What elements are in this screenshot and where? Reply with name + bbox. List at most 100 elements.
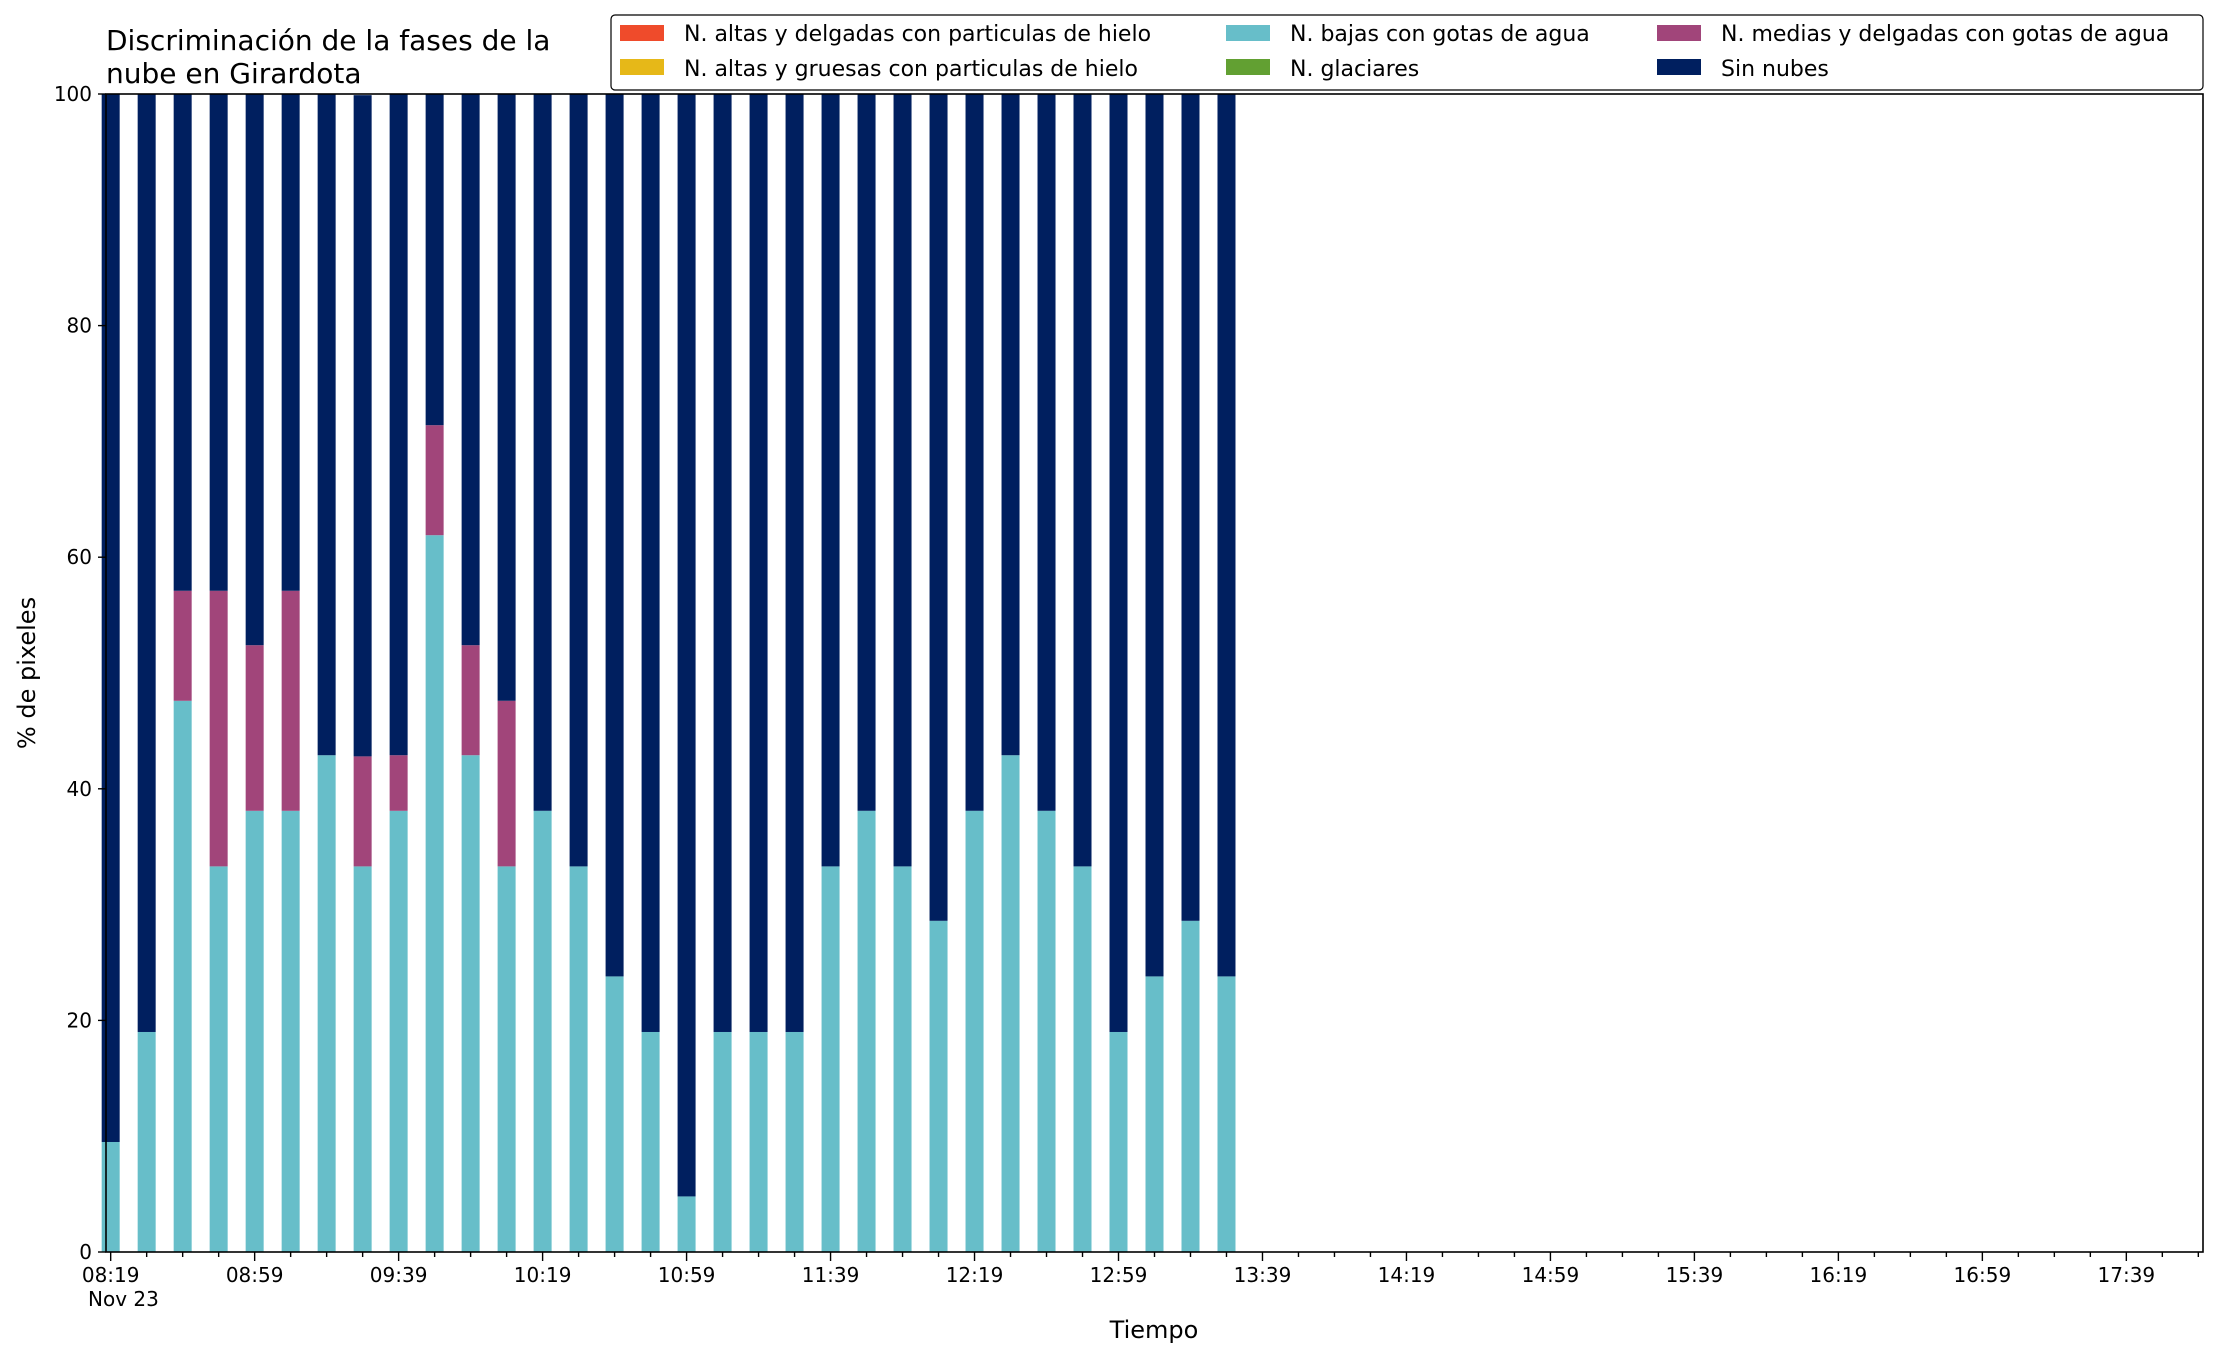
bar-segment-5-1019 <box>533 94 552 811</box>
x-tick-label-1459: 14:59 <box>1522 1263 1580 1287</box>
bar-segment-5-1329 <box>1217 94 1236 977</box>
bar-segment-2-1219 <box>965 810 984 1252</box>
bar-segment-2-0919 <box>317 755 336 1252</box>
bar-segment-2-1049 <box>641 1031 660 1252</box>
bar-segment-4-0939 <box>389 755 408 811</box>
bar-segment-4-1009 <box>497 700 516 867</box>
chart-title-line-1: Discriminación de la fases de la <box>106 24 550 57</box>
bar-segment-2-1019 <box>533 810 552 1252</box>
bar-segment-5-0959 <box>461 94 480 646</box>
bar-segment-5-1129 <box>785 94 804 1032</box>
y-tick-label-20: 20 <box>67 1008 92 1032</box>
bar-segment-4-0859 <box>245 645 264 811</box>
bar-segment-5-1119 <box>749 94 768 1032</box>
legend-label-alt-gruesas: N. altas y gruesas con particulas de hie… <box>684 57 1138 82</box>
x-tick-label-1659: 16:59 <box>1954 1263 2012 1287</box>
bar-segment-2-1259 <box>1109 1031 1128 1252</box>
bar-segment-4-0929 <box>353 756 372 867</box>
legend: N. altas y delgadas con particulas de hi… <box>610 14 2204 91</box>
bar-segment-5-0939 <box>389 94 408 756</box>
bar-segment-5-1309 <box>1145 94 1164 977</box>
bar-segment-5-1149 <box>857 94 876 811</box>
bar-segment-5-0919 <box>317 94 336 756</box>
y-axis-label: % de pixeles <box>13 597 41 749</box>
x-tick-label-1419: 14:19 <box>1378 1263 1436 1287</box>
x-tick-label-1259: 12:59 <box>1090 1263 1148 1287</box>
plot-frame <box>105 93 2204 1253</box>
legend-label-alt-delgadas: N. altas y delgadas con particulas de hi… <box>684 22 1151 47</box>
x-tick-label-1619: 16:19 <box>1810 1263 1868 1287</box>
bar-segment-4-0959 <box>461 645 480 756</box>
y-tick-label-80: 80 <box>67 314 92 338</box>
y-tick-label-0: 0 <box>79 1240 92 1264</box>
x-tick-label-1059: 10:59 <box>658 1263 716 1287</box>
x-tick-label-0939: 09:39 <box>370 1263 428 1287</box>
bar-segment-5-1209 <box>929 94 948 921</box>
x-tick-label-0859: 08:59 <box>226 1263 284 1287</box>
bar-segment-5-0849 <box>209 94 228 591</box>
bar-segment-2-1109 <box>713 1031 732 1252</box>
bar-segment-2-1119 <box>749 1031 768 1252</box>
legend-swatch-sin-nubes <box>1657 59 1701 75</box>
y-tick-label-40: 40 <box>67 777 92 801</box>
bar-segment-2-0929 <box>353 866 372 1252</box>
bar-segment-2-0849 <box>209 866 228 1252</box>
bar-segment-5-0819 <box>101 94 120 1142</box>
x-tick-label-1139: 11:39 <box>802 1263 860 1287</box>
legend-swatch-alt-gruesas <box>620 59 664 75</box>
bar-segment-5-1009 <box>497 94 516 701</box>
bar-segment-2-0939 <box>389 810 408 1252</box>
bar-segment-2-1249 <box>1073 866 1092 1252</box>
bar-segment-2-1009 <box>497 866 516 1252</box>
y-tick-label-100: 100 <box>54 82 92 106</box>
legend-label-glaciares: N. glaciares <box>1290 57 1419 82</box>
legend-swatch-bajas <box>1226 25 1270 41</box>
bar-segment-2-1039 <box>605 976 624 1252</box>
bar-segment-2-0819 <box>101 1141 120 1252</box>
x-start-date-label: Nov 23 <box>88 1287 159 1311</box>
y-axis-ticks: 0 20 40 60 80 100 <box>54 82 106 1264</box>
chart-title-line-2: nube en Girardota <box>106 57 361 90</box>
bar-segment-5-0839 <box>173 94 192 591</box>
bar-segment-2-0839 <box>173 700 192 1252</box>
bar-segment-5-1249 <box>1073 94 1092 867</box>
x-tick-label-1539: 15:39 <box>1666 1263 1724 1287</box>
bar-segment-5-1109 <box>713 94 732 1032</box>
bar-segment-2-1129 <box>785 1031 804 1252</box>
bar-segment-2-0829 <box>137 1031 156 1252</box>
bar-segment-5-1059 <box>677 94 696 1197</box>
bar-segment-2-0959 <box>461 755 480 1252</box>
x-tick-label-1219: 12:19 <box>946 1263 1004 1287</box>
legend-label-bajas: N. bajas con gotas de agua <box>1290 22 1590 47</box>
bar-segment-5-1049 <box>641 94 660 1032</box>
x-axis-label: Tiempo <box>1109 1316 1199 1344</box>
bar-segment-2-1059 <box>677 1196 696 1252</box>
bar-segment-2-0859 <box>245 810 264 1252</box>
bar-segment-2-1239 <box>1037 810 1056 1252</box>
bar-segment-5-1039 <box>605 94 624 977</box>
bars-group <box>101 94 1236 1252</box>
legend-swatch-alt-delgadas <box>620 25 664 41</box>
x-tick-label-0819: 08:19 <box>82 1263 140 1287</box>
legend-swatch-glaciares <box>1226 59 1270 75</box>
bar-segment-2-0949 <box>425 535 444 1252</box>
y-tick-label-60: 60 <box>67 545 92 569</box>
legend-swatch-medias <box>1657 25 1701 41</box>
bar-segment-4-0949 <box>425 425 444 536</box>
bar-segment-4-0839 <box>173 590 192 701</box>
bar-segment-5-1319 <box>1181 94 1200 921</box>
bar-segment-5-0949 <box>425 94 444 426</box>
bar-segment-2-1149 <box>857 810 876 1252</box>
bar-segment-2-1329 <box>1217 976 1236 1252</box>
legend-label-sin-nubes: Sin nubes <box>1721 57 1829 82</box>
bar-segment-5-0929 <box>353 95 372 757</box>
bar-segment-5-0829 <box>137 94 156 1032</box>
bar-segment-2-1139 <box>821 866 840 1252</box>
bar-segment-5-1229 <box>1001 94 1020 756</box>
bar-segment-2-1029 <box>569 866 588 1252</box>
bar-segment-4-0849 <box>209 590 228 867</box>
bar-segment-2-1159 <box>893 866 912 1252</box>
x-axis-ticks: 08:19 08:59 09:39 10:19 10:59 11:39 12:19 12:59… <box>82 1252 2200 1287</box>
bar-segment-5-1239 <box>1037 94 1056 811</box>
